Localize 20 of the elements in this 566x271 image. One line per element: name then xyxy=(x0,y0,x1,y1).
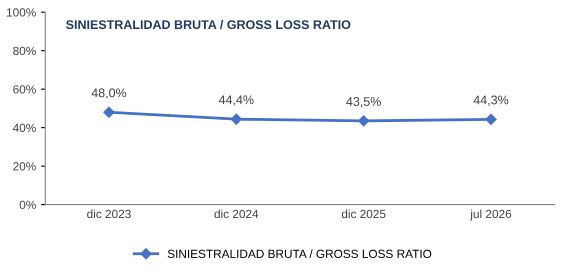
y-tick-label: 100% xyxy=(6,8,36,17)
chart-title: SINIESTRALIDAD BRUTA / GROSS LOSS RATIO xyxy=(66,20,350,30)
point xyxy=(485,114,497,125)
data-label: 48,0% xyxy=(92,88,126,99)
y-tick-label: 60% xyxy=(13,85,36,94)
data-label: 44,3% xyxy=(474,96,508,106)
x-tick-label: dic 2023 xyxy=(87,209,131,218)
x-tick-label: dic 2024 xyxy=(214,209,258,218)
y-tick-label: 40% xyxy=(12,124,36,132)
point xyxy=(230,114,242,125)
x-tick-label: dic 2025 xyxy=(342,209,386,218)
legend-label: SINIESTRALIDAD BRUTA / GROSS LOSS RATIO xyxy=(168,249,432,258)
data-label: 44,4% xyxy=(218,95,254,106)
y-tick-label: 80% xyxy=(13,46,36,56)
x-tick-label: jul 2026 xyxy=(470,209,512,220)
data-label: 43,5% xyxy=(346,97,381,108)
y-tick-label: 20% xyxy=(13,162,36,171)
point xyxy=(103,106,115,118)
point xyxy=(358,115,370,127)
y-tick-label: 0% xyxy=(20,200,36,209)
